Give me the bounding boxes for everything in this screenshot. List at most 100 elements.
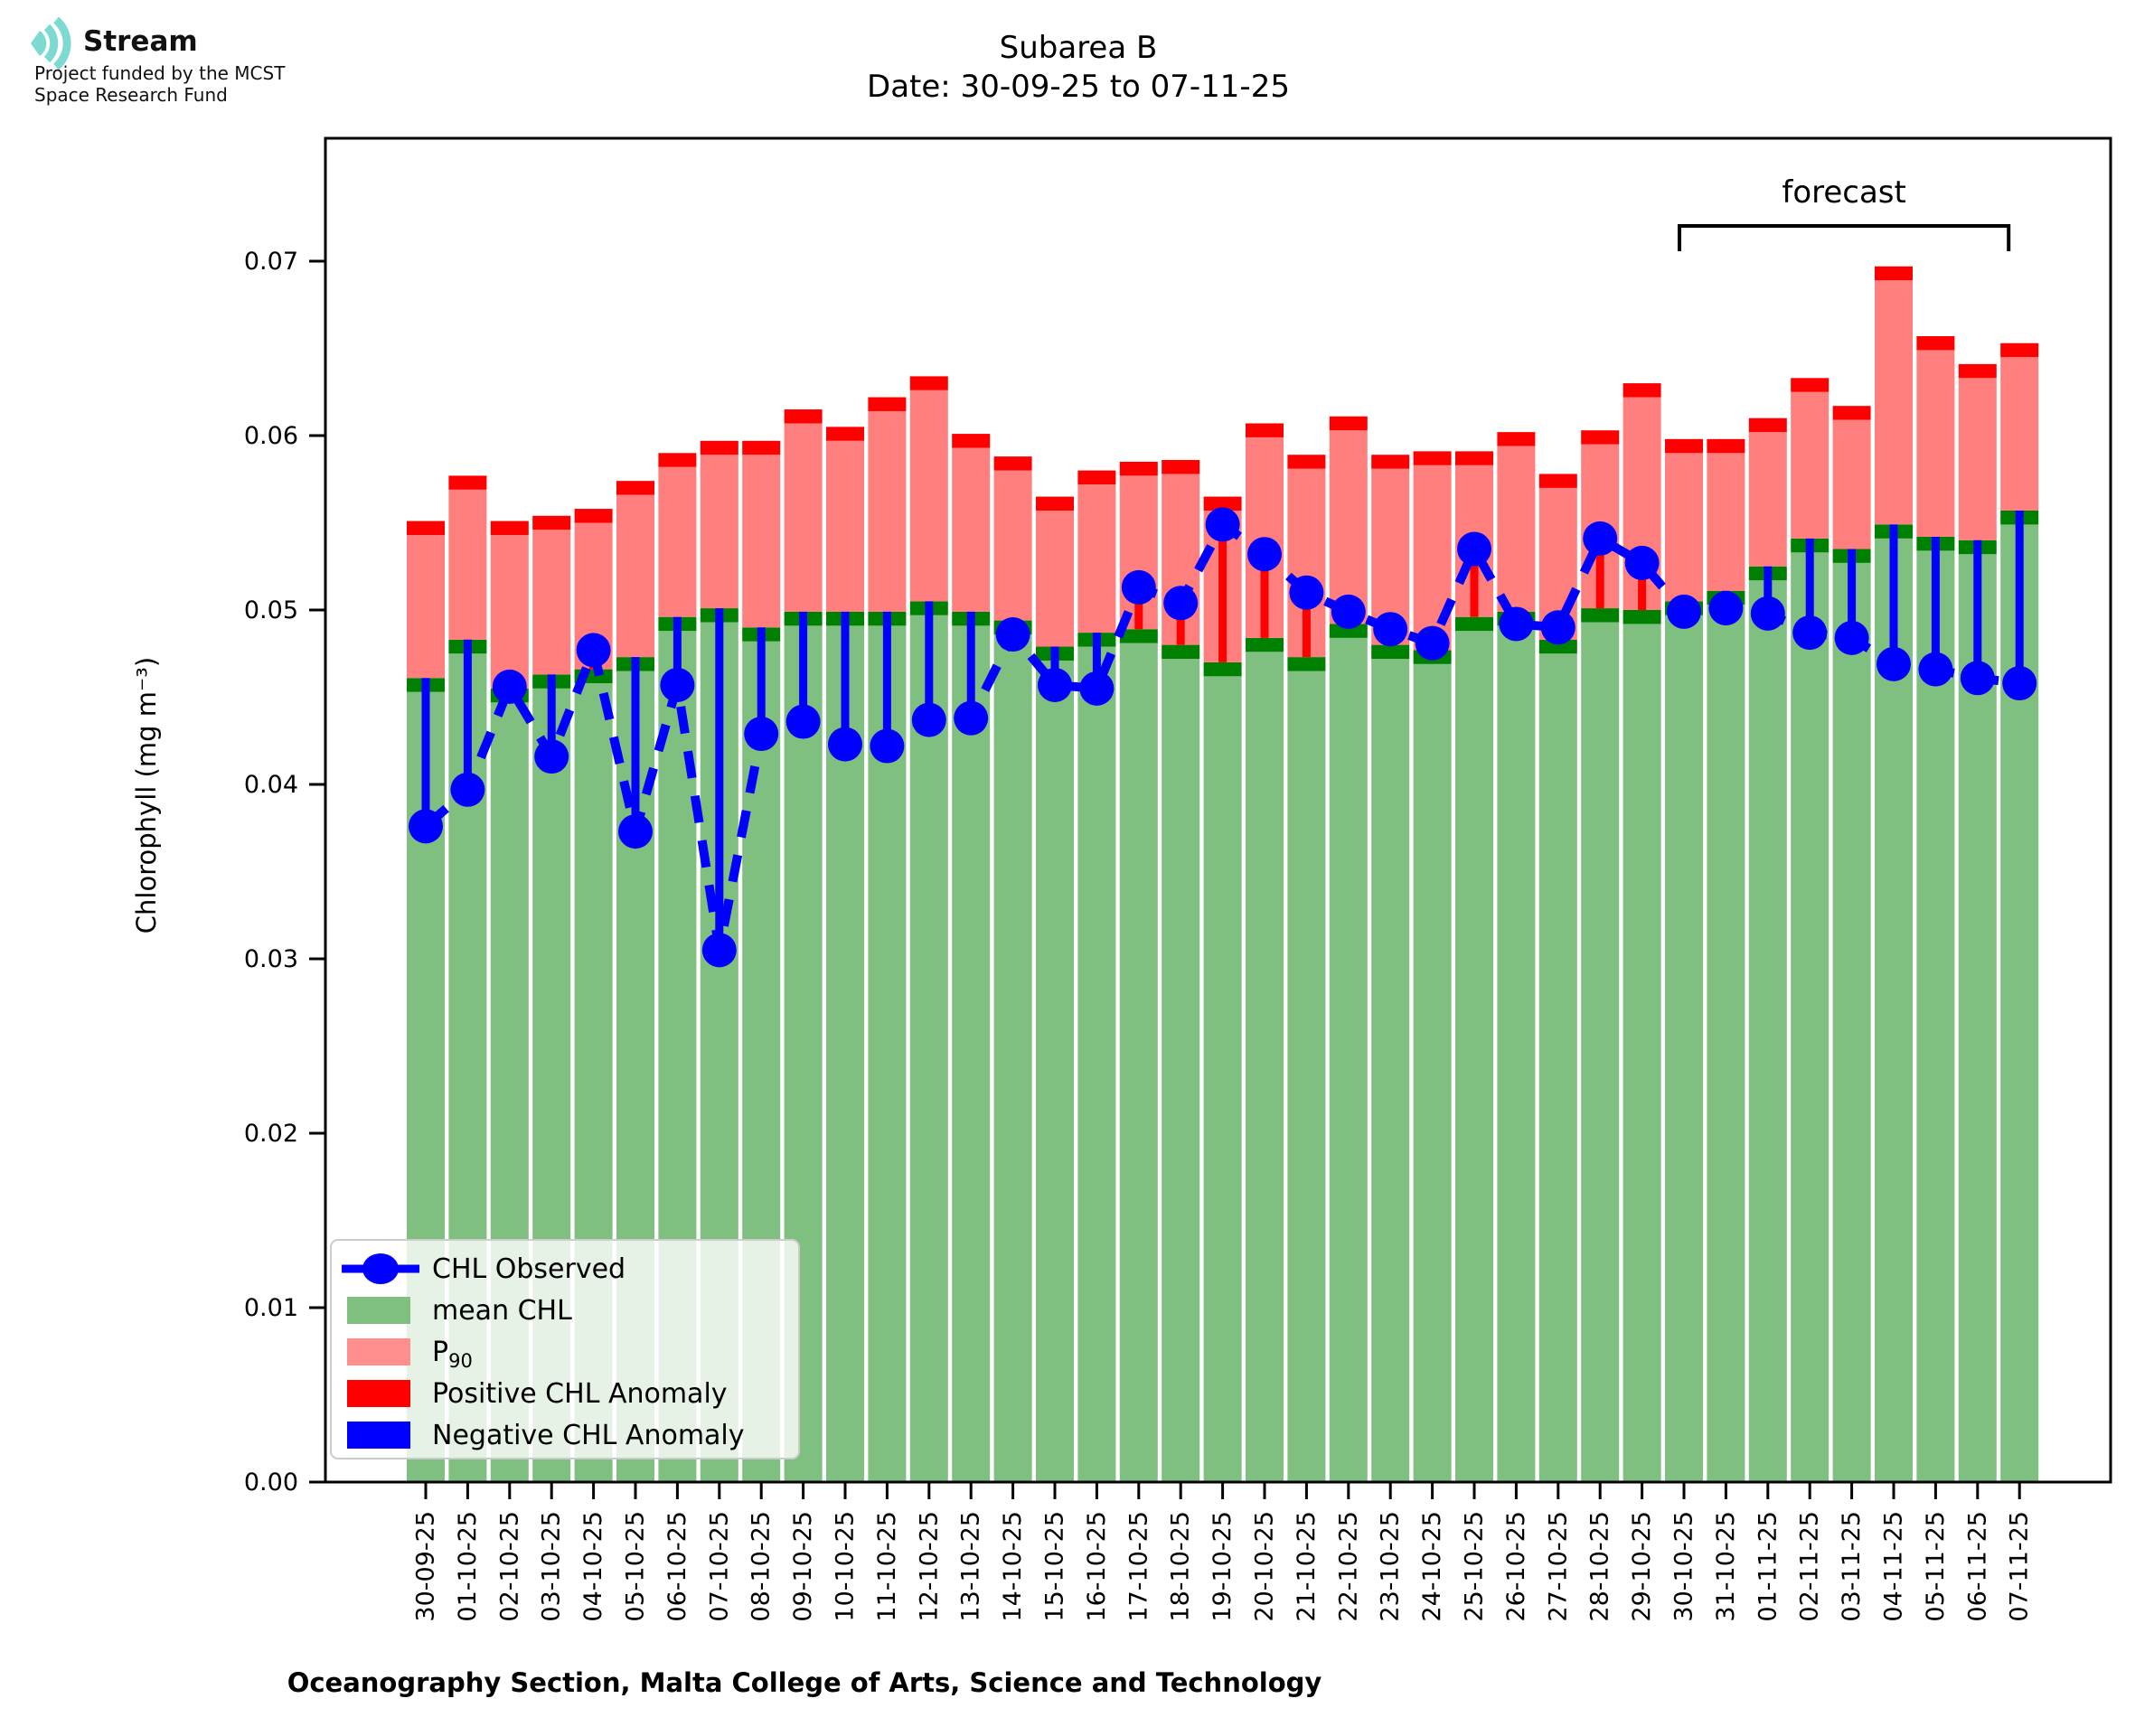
- y-tick-label: 0.07: [244, 248, 298, 276]
- observed-point: [450, 772, 485, 807]
- stream-logo: Stream Project funded by the MCST Space …: [31, 16, 286, 106]
- mean-chl-bar: [1413, 663, 1452, 1482]
- observed-point: [828, 727, 862, 762]
- p90-cap: [1497, 432, 1536, 446]
- x-tick-label: 30-09-25: [412, 1511, 440, 1622]
- mean-chl-cap: [1538, 639, 1577, 654]
- p90-bar: [700, 455, 738, 609]
- x-tick-label: 31-10-25: [1712, 1511, 1740, 1622]
- observed-point: [870, 728, 905, 764]
- mean-chl-cap: [1623, 610, 1661, 624]
- observed-point: [1331, 594, 1366, 629]
- x-tick-label: 01-10-25: [454, 1511, 482, 1622]
- forecast-bracket: [1678, 224, 2011, 251]
- p90-bar: [1748, 432, 1787, 567]
- chart-title: Subarea B: [1000, 30, 1158, 66]
- x-tick-label: 06-11-25: [1963, 1511, 1991, 1622]
- y-tick-label: 0.06: [244, 422, 298, 450]
- observed-point: [1457, 531, 1491, 567]
- x-axis-title: Oceanography Section, Malta College of A…: [287, 1667, 1322, 1698]
- legend-label-observed: CHL Observed: [432, 1253, 626, 1285]
- p90-bar: [1791, 391, 1829, 539]
- mean-chl-bar: [1329, 637, 1368, 1482]
- x-tick-label: 27-10-25: [1544, 1511, 1572, 1622]
- observed-point: [954, 700, 989, 736]
- mean-chl-bar: [1203, 676, 1242, 1482]
- p90-bar: [1077, 484, 1116, 633]
- x-tick-label: 24-10-25: [1418, 1511, 1446, 1622]
- y-tick-label: 0.04: [244, 771, 298, 799]
- x-tick-label: 29-10-25: [1628, 1511, 1656, 1622]
- legend-item-negative-anomaly: Negative CHL Anomaly: [347, 1420, 745, 1451]
- mean-chl-bar: [1707, 605, 1745, 1482]
- legend-label-positive: Positive CHL Anomaly: [432, 1378, 728, 1410]
- p90-bar: [909, 389, 948, 602]
- logo-arc-mid: [43, 23, 59, 63]
- mean-chl-cap: [1455, 616, 1493, 632]
- p90-bar: [784, 423, 823, 612]
- p90-cap: [1246, 423, 1284, 437]
- p90-cap: [742, 440, 781, 455]
- x-tick-label: 14-10-25: [999, 1511, 1027, 1622]
- observed-point: [1877, 646, 1911, 681]
- p90-cap: [1538, 474, 1577, 488]
- x-tick-label: 09-10-25: [789, 1511, 817, 1622]
- mean-chl-bar: [1036, 660, 1074, 1482]
- brand-subtitle-1: Project funded by the MCST: [34, 62, 286, 84]
- p90-cap: [1119, 461, 1158, 476]
- p90-bar: [616, 494, 654, 658]
- observed-point: [1583, 521, 1618, 556]
- x-tick-label: 07-11-25: [2006, 1511, 2034, 1622]
- legend-box: [330, 1239, 800, 1459]
- y-tick-label: 0.03: [244, 945, 298, 973]
- observed-point: [1415, 625, 1450, 661]
- observed-point: [1079, 671, 1115, 706]
- p90-cap: [868, 397, 907, 411]
- observed-point: [1121, 569, 1156, 605]
- mean-chl-cap: [1287, 657, 1326, 671]
- x-tick-label: 05-11-25: [1922, 1511, 1950, 1622]
- logo-arc-inner: [31, 31, 47, 56]
- p90-cap: [1791, 378, 1829, 392]
- p90-bar: [993, 470, 1032, 621]
- x-tick-label: 03-10-25: [538, 1511, 566, 1622]
- p90-bar: [2000, 357, 2039, 511]
- x-tick-label: 07-10-25: [705, 1511, 733, 1622]
- mean-chl-bar: [1791, 552, 1829, 1482]
- x-tick-label: 13-10-25: [957, 1511, 985, 1622]
- p90-cap: [2000, 343, 2039, 358]
- observed-point: [1624, 545, 1660, 580]
- y-tick-label: 0.01: [244, 1294, 298, 1322]
- mean-chl-bar: [1665, 615, 1703, 1482]
- x-tick-label: 08-10-25: [748, 1511, 776, 1622]
- x-tick-label: 06-10-25: [663, 1511, 691, 1622]
- p90-cap: [1958, 363, 1997, 379]
- x-tick-label: 30-10-25: [1670, 1511, 1698, 1622]
- mean-chl-bar: [1371, 659, 1410, 1482]
- legend-label-p90: P90: [432, 1337, 473, 1372]
- p90-cap: [1916, 335, 1955, 351]
- observed-point: [1918, 652, 1953, 687]
- p90-bar: [952, 447, 991, 612]
- p90-cap: [1832, 406, 1871, 420]
- observed-point: [660, 667, 695, 702]
- mean-chl-bar: [868, 625, 907, 1482]
- p90-cap: [1036, 496, 1074, 511]
- p90-cap: [658, 453, 697, 467]
- x-tick-label: 04-10-25: [579, 1511, 607, 1622]
- x-tick-label: 12-10-25: [915, 1511, 943, 1622]
- p90-cap: [1665, 438, 1703, 454]
- mean-chl-bar: [1119, 643, 1158, 1482]
- mean-chl-bar: [1916, 550, 1955, 1482]
- legend-label-mean: mean CHL: [432, 1295, 572, 1327]
- mean-chl-swatch: [347, 1297, 410, 1324]
- observed-point: [911, 702, 946, 737]
- observed-point: [1750, 596, 1785, 631]
- observed-point: [744, 717, 779, 752]
- observed-point: [1289, 575, 1324, 610]
- observed-line-layer: [409, 507, 2037, 968]
- observed-point: [1373, 612, 1408, 647]
- legend-item-mean-chl: mean CHL: [347, 1295, 572, 1327]
- observed-point: [1247, 537, 1282, 572]
